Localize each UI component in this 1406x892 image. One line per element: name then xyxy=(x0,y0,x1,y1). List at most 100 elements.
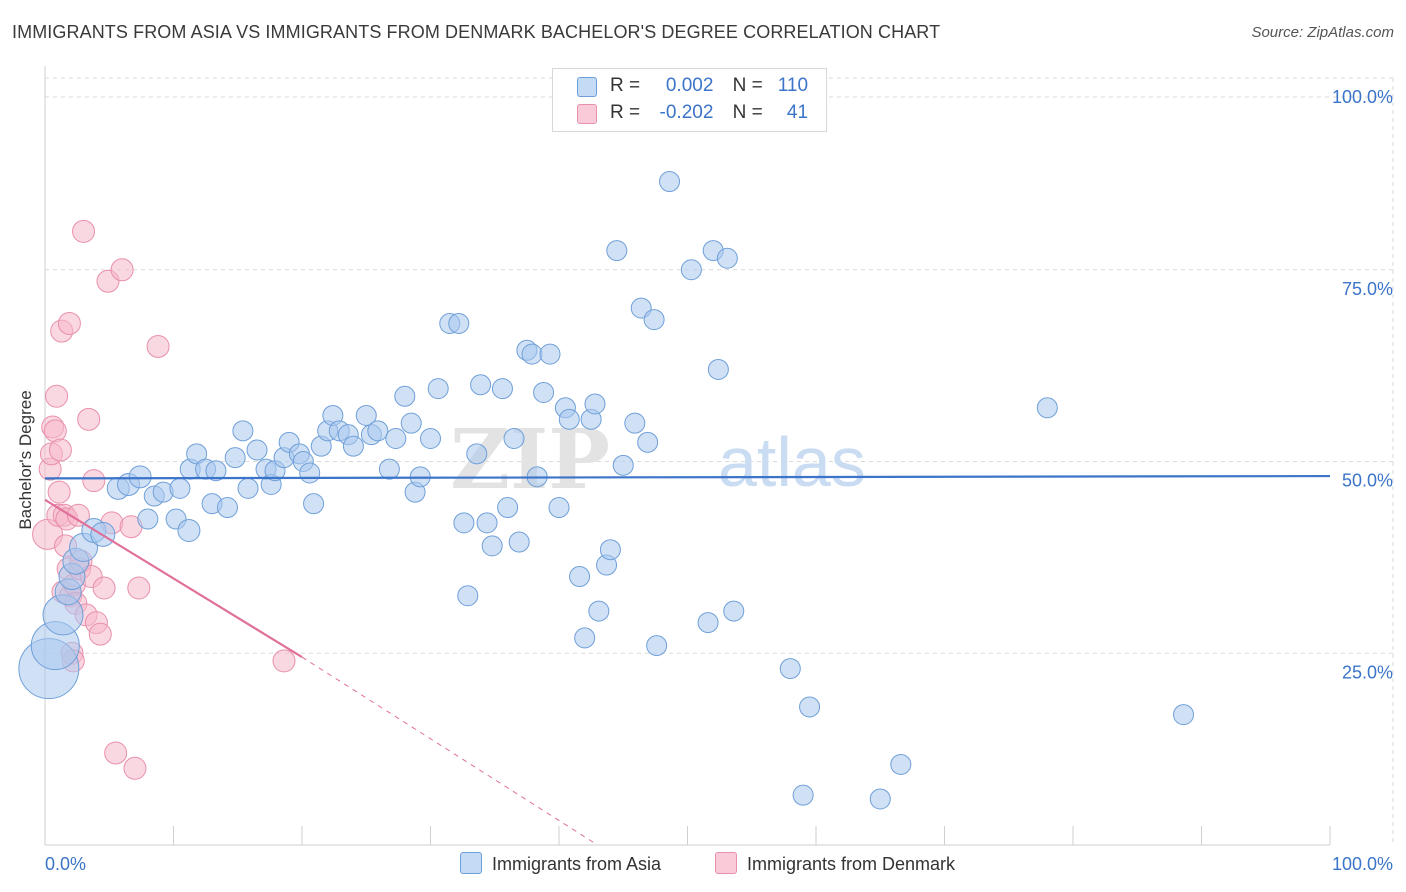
asia-point xyxy=(470,374,492,396)
asia-point xyxy=(427,378,449,400)
trend-line-asia xyxy=(44,474,1331,480)
bottom-legend-swatch-asia xyxy=(460,852,482,874)
bottom-legend-asia: Immigrants from Asia xyxy=(460,852,661,875)
asia-point xyxy=(137,508,159,530)
asia-point xyxy=(303,493,325,515)
asia-point xyxy=(659,171,681,193)
asia-point xyxy=(508,531,530,553)
denmark-point xyxy=(77,407,101,431)
asia-point xyxy=(890,753,912,775)
denmark-point xyxy=(110,258,134,282)
legend-r-value-asia: 0.002 xyxy=(665,75,714,96)
asia-point xyxy=(342,435,364,457)
legend-r-label: R = xyxy=(610,102,641,123)
asia-point xyxy=(503,427,525,449)
y-axis-label: Bachelor's Degree xyxy=(16,390,35,530)
asia-point xyxy=(378,458,400,480)
asia-point xyxy=(1173,704,1195,726)
asia-point xyxy=(548,497,570,519)
legend-r-value-denmark: -0.202 xyxy=(659,102,714,123)
asia-point xyxy=(466,443,488,465)
denmark-point xyxy=(146,334,170,358)
asia-point xyxy=(476,512,498,534)
correlation-legend: R = 0.002 N = 110 R = -0.202 N = 41 xyxy=(552,68,827,132)
denmark-point xyxy=(92,576,116,600)
asia-point xyxy=(533,381,555,403)
asia-point xyxy=(643,309,665,331)
asia-point xyxy=(624,412,646,434)
asia-point xyxy=(400,412,422,434)
asia-point xyxy=(646,635,668,657)
legend-swatch-asia xyxy=(577,77,597,97)
tick-labels: 25.0% 50.0% 75.0% 100.0% 0.0% 100.0% xyxy=(45,87,1393,874)
asia-point xyxy=(216,497,238,519)
asia-point xyxy=(606,240,628,262)
asia-point xyxy=(1036,397,1058,419)
asia-point xyxy=(205,460,227,482)
asia-point xyxy=(224,447,246,469)
asia-point xyxy=(716,247,738,269)
asia-point xyxy=(599,539,621,561)
asia-point xyxy=(569,566,591,588)
legend-n-label: N = xyxy=(732,75,763,96)
denmark-point xyxy=(72,219,96,243)
denmark-point xyxy=(88,622,112,646)
asia-point xyxy=(707,358,729,380)
asia-point xyxy=(680,259,702,281)
denmark-point xyxy=(45,384,69,408)
asia-point xyxy=(299,462,321,484)
asia-point xyxy=(792,784,814,806)
y-tick-label: 25.0% xyxy=(1342,662,1393,682)
chart-title: IMMIGRANTS FROM ASIA VS IMMIGRANTS FROM … xyxy=(12,22,941,42)
x-tick-label-min: 0.0% xyxy=(45,854,86,874)
denmark-point xyxy=(48,438,72,462)
denmark-point xyxy=(43,419,67,443)
asia-point xyxy=(558,408,580,430)
y-tick-label: 75.0% xyxy=(1342,279,1393,299)
asia-point xyxy=(177,519,201,543)
asia-point xyxy=(355,404,377,426)
asia-point xyxy=(588,600,610,622)
asia-point xyxy=(169,477,191,499)
trend-lines xyxy=(44,474,1331,846)
denmark-point xyxy=(123,756,147,780)
asia-point xyxy=(481,535,503,557)
bottom-legend-swatch-denmark xyxy=(715,852,737,874)
asia-point xyxy=(723,600,745,622)
asia-point xyxy=(246,439,268,461)
asia-point xyxy=(799,696,821,718)
asia-point xyxy=(385,427,407,449)
legend-n-label: N = xyxy=(732,102,763,123)
watermark: ZIP atlas xyxy=(450,412,866,508)
asia-point xyxy=(420,427,441,449)
asia-point xyxy=(367,420,389,442)
bottom-legend-label-asia: Immigrants from Asia xyxy=(492,854,662,874)
asia-point xyxy=(128,465,152,489)
trend-line-denmark xyxy=(44,498,303,659)
asia-point xyxy=(232,420,254,442)
denmark-point xyxy=(127,576,151,600)
asia-point xyxy=(612,454,634,476)
asia-point xyxy=(448,312,470,334)
source-label: Source: ZipAtlas.com xyxy=(1251,24,1394,41)
asia-point xyxy=(453,512,475,534)
asia-point xyxy=(491,378,513,400)
legend-swatch-denmark xyxy=(577,104,597,124)
y-tick-label: 50.0% xyxy=(1342,471,1393,491)
asia-point xyxy=(779,658,801,680)
denmark-point xyxy=(47,480,71,504)
trend-line-denmark-extension xyxy=(301,656,598,846)
bottom-legend-denmark: Immigrants from Denmark xyxy=(715,852,955,875)
asia-point xyxy=(394,385,416,407)
asia-point xyxy=(237,477,259,499)
denmark-point xyxy=(104,741,128,765)
asia-point xyxy=(457,585,479,607)
denmark-point xyxy=(66,503,90,527)
asia-point xyxy=(697,612,719,634)
asia-point xyxy=(497,497,519,519)
asia-point xyxy=(521,343,543,365)
asia-point xyxy=(637,431,659,453)
x-tick-label-max: 100.0% xyxy=(1332,854,1393,874)
y-tick-label: 100.0% xyxy=(1332,87,1393,107)
